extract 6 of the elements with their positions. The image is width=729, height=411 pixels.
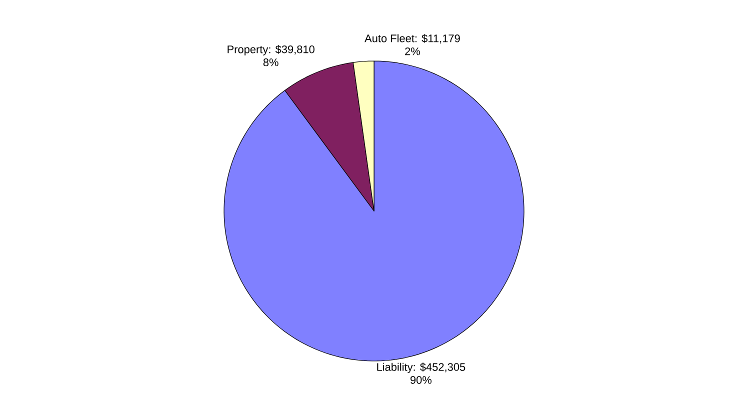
text: 2% (405, 47, 420, 56)
data-label: Property: $39,810 (228, 45, 314, 56)
text: 90% (410, 376, 432, 384)
data-label: Auto Fleet: $11,179 (364, 34, 460, 44)
data-label: Liability: $452,305 (377, 362, 466, 374)
text: 8% (263, 58, 278, 66)
